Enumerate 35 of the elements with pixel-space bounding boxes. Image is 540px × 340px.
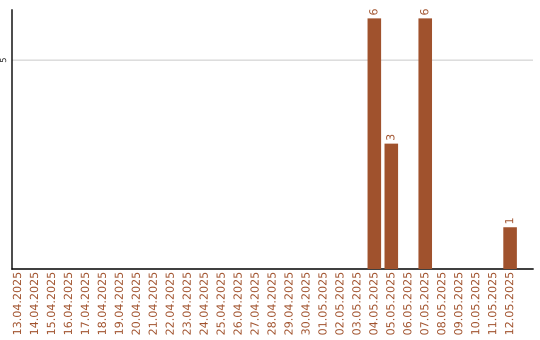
x-tick-label: 16.04.2025 [64,272,72,334]
x-tick-label: 03.05.2025 [352,272,361,335]
x-tick-label: 06.05.2025 [403,272,412,335]
x-tick-label: 01.05.2025 [318,272,327,335]
x-tick-label: 27.04.2025 [250,272,259,335]
x-tick-label: 24.04.2025 [199,272,208,335]
x-tick-label: 22.04.2025 [165,272,174,335]
x-tick-label: 28.04.2025 [267,272,276,335]
x-tick-label: 18.04.2025 [98,272,106,334]
x-tick-label: 29.04.2025 [284,272,293,335]
ref-line-label: 5 [0,58,6,62]
x-tick-label: 07.05.2025 [420,272,428,335]
x-tick-label: 15.04.2025 [46,272,56,334]
x-tick-label: 21.04.2025 [148,272,157,335]
x-tick-label: 23.04.2025 [182,272,191,335]
x-tick-label: 17.04.2025 [80,272,90,334]
x-tick-label: 10.05.2025 [470,272,480,334]
x-tick-label: 25.04.2025 [216,272,225,335]
data-label: 6 [369,9,378,15]
x-tick-label: 09.05.2025 [454,272,462,335]
x-tick-label: 04.05.2025 [369,272,378,335]
x-tick-label: 12.05.2025 [504,272,514,334]
x-tick-label: 19.04.2025 [114,272,123,334]
x-tick-label: 08.05.2025 [437,272,446,335]
x-tick-label: 30.04.2025 [301,272,310,335]
data-label: 6 [420,9,428,15]
x-tick-label: 20.04.2025 [132,272,140,335]
x-tick-label: 05.05.2025 [386,272,395,335]
data-label: 3 [386,134,395,140]
x-tick-label: 26.04.2025 [233,272,242,335]
x-tick-label: 14.04.2025 [30,272,38,334]
data-label: 1 [505,218,514,224]
x-tick-label: 11.05.2025 [488,272,496,334]
x-tick-label: 02.05.2025 [335,272,344,335]
x-tick-label: 13.04.2025 [12,272,22,334]
